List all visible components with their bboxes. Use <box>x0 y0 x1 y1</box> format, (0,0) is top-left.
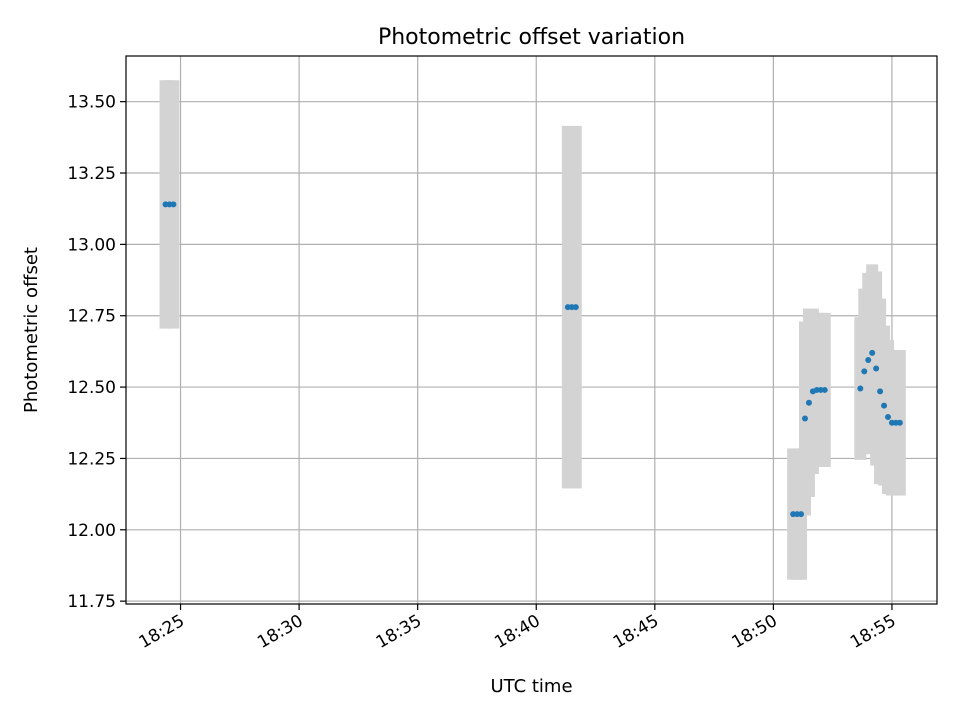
y-tick-label: 12.50 <box>67 378 116 398</box>
y-tick-label: 13.50 <box>67 93 116 113</box>
y-tick-label: 13.25 <box>67 164 116 184</box>
data-point <box>857 385 864 392</box>
data-point <box>861 368 868 375</box>
data-point <box>865 356 872 363</box>
plot-frame <box>125 55 938 605</box>
data-point <box>869 349 876 356</box>
data-point <box>884 414 891 421</box>
data-point <box>572 304 579 311</box>
data-point <box>896 419 903 426</box>
data-point <box>170 201 177 208</box>
data-point <box>873 365 880 372</box>
data-point <box>877 388 884 395</box>
y-tick-label: 13.00 <box>67 235 116 255</box>
data-point <box>821 386 828 393</box>
y-tick-label: 11.75 <box>67 592 116 612</box>
error-bars <box>159 80 906 580</box>
y-tick-label: 12.75 <box>67 307 116 327</box>
y-axis-label: Photometric offset <box>21 247 42 413</box>
data-point <box>881 402 888 409</box>
x-axis-label: UTC time <box>490 676 572 697</box>
y-axis: 11.75 12.00 12.25 12.50 12.75 13.00 13.25 13.50 <box>67 93 126 612</box>
y-tick-label: 12.00 <box>67 521 116 541</box>
data-points <box>162 201 903 518</box>
data-point <box>801 415 808 422</box>
y-tick-label: 12.25 <box>67 449 116 469</box>
chart-title: Photometric offset variation <box>378 25 685 50</box>
data-point <box>798 511 805 518</box>
data-point <box>805 399 812 406</box>
